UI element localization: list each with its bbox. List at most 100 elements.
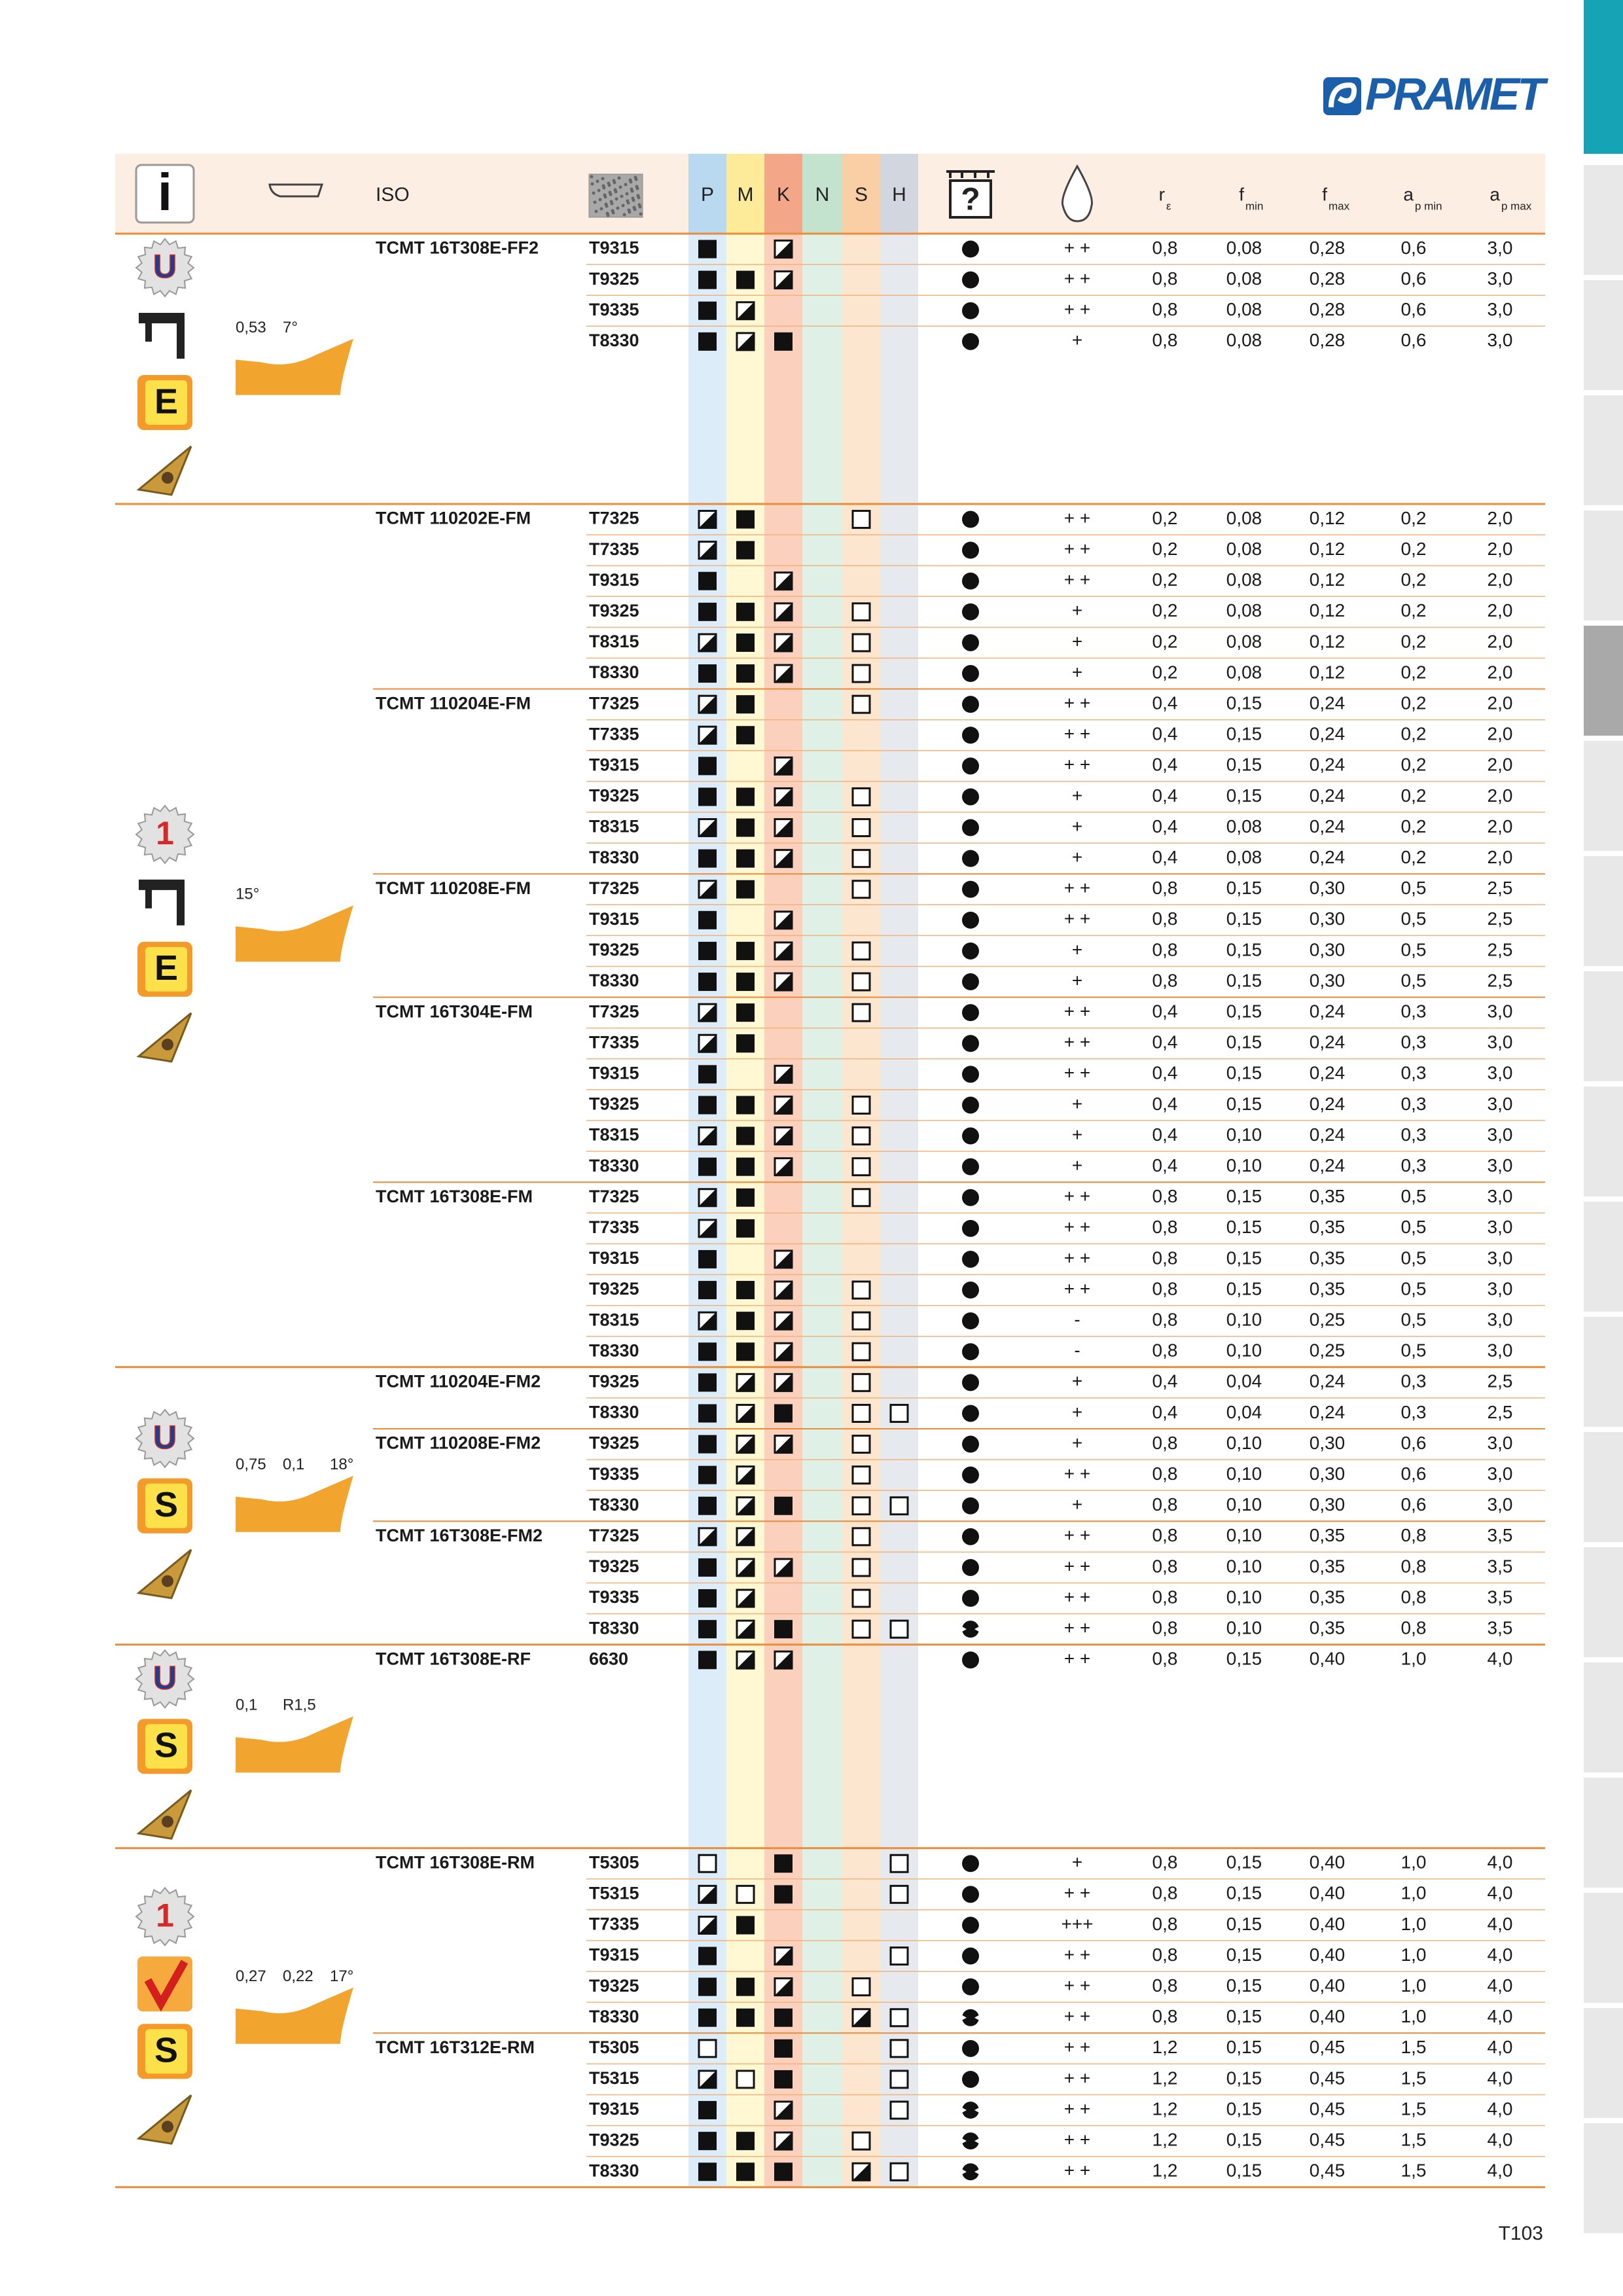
param-value: 0,15	[1226, 693, 1262, 713]
icon-star	[135, 1408, 195, 1469]
param-value: 0,8	[1152, 1852, 1178, 1873]
symbol-empty	[851, 1558, 871, 1577]
grade: T8330	[589, 331, 639, 350]
symbol-empty	[889, 1403, 909, 1423]
param-value: 0,8	[1152, 939, 1178, 960]
symbol-half-fill	[737, 1528, 754, 1545]
param-value: 0,15	[1226, 1217, 1262, 1237]
application-dot	[962, 271, 979, 289]
symbol-half-fill	[699, 1035, 716, 1052]
coolant: +	[1072, 631, 1082, 651]
grade: T8315	[589, 817, 639, 836]
grade: T9325	[589, 1976, 639, 1996]
param-value: 0,5	[1401, 908, 1427, 929]
grade: T9325	[589, 940, 639, 960]
param-value: 3,0	[1488, 238, 1513, 258]
param-value: 1,0	[1401, 1852, 1427, 1873]
symbol-half-fill	[775, 819, 792, 836]
coolant: + +	[1064, 1945, 1090, 1965]
symbol-empty	[889, 2100, 909, 2120]
param-value: 0,8	[1401, 1525, 1427, 1545]
texture-dot	[625, 192, 629, 196]
symbol-half-fill	[853, 2163, 870, 2181]
diagram-label: 0,75	[236, 1456, 266, 1473]
application-dot	[962, 973, 979, 991]
coolant: + +	[1064, 724, 1090, 744]
param-value: 0,40	[1310, 2006, 1346, 2026]
application-dot	[962, 850, 979, 867]
symbol-empty	[889, 2162, 909, 2181]
symbol-empty	[889, 1854, 909, 1873]
param-value: 3,0	[1488, 1217, 1513, 1237]
param-value: 0,8	[1152, 1217, 1178, 1237]
grade: T9315	[589, 755, 639, 774]
coolant: + +	[1064, 299, 1090, 319]
grade: T9325	[589, 269, 639, 289]
symbol-full	[698, 910, 717, 929]
insert-hole	[162, 1816, 173, 1828]
symbol-full	[736, 1977, 755, 1996]
param-value: 0,5	[1401, 878, 1427, 898]
param-value: 0,5	[1401, 1278, 1427, 1299]
grade: T8315	[589, 1310, 639, 1329]
grade: T8315	[589, 632, 639, 651]
symbol-full	[698, 787, 717, 806]
param-value: 0,45	[1310, 2130, 1346, 2150]
coolant: +	[1072, 1371, 1082, 1391]
param-value: 1,0	[1401, 1975, 1427, 1996]
symbol-half-fill	[775, 634, 792, 651]
side-tab	[1584, 280, 1623, 390]
param-value: 0,08	[1226, 816, 1262, 836]
symbol-full	[698, 2132, 717, 2151]
param-value: 0,2	[1401, 755, 1427, 775]
symbol-half-fill	[699, 1528, 716, 1545]
profile-diagram	[236, 338, 353, 395]
coolant: + +	[1064, 1975, 1090, 1996]
application-dot	[962, 942, 979, 960]
symbol-full	[774, 2008, 793, 2027]
param-value: 0,8	[1401, 1587, 1427, 1607]
param-value: 0,35	[1310, 1587, 1346, 1607]
wave-notch	[961, 2014, 980, 2021]
symbol-empty	[889, 2008, 909, 2028]
symbol-full	[698, 1065, 717, 1084]
symbol-empty	[851, 664, 871, 683]
coolant: + +	[1064, 1278, 1090, 1299]
symbol-half-fill	[775, 850, 792, 867]
texture-dot	[630, 187, 633, 191]
param-value: 0,8	[1152, 1649, 1178, 1669]
question-icon: ?	[961, 183, 980, 217]
param-value: 0,5	[1401, 1340, 1427, 1361]
diagram-label: 15°	[236, 886, 259, 903]
symbol-full	[736, 2132, 755, 2151]
symbol-empty	[889, 2070, 909, 2089]
column-header	[726, 154, 764, 234]
side-tab	[1584, 1662, 1623, 1772]
texture-dot	[633, 175, 637, 179]
symbol-empty	[851, 1342, 871, 1361]
symbol-empty	[736, 1884, 755, 1904]
param-value: 2,0	[1488, 569, 1513, 590]
param-value: 0,08	[1226, 539, 1262, 559]
param-value: 0,35	[1310, 1525, 1346, 1545]
texture-dot	[636, 194, 640, 198]
texture-dot	[639, 212, 643, 216]
symbol-full	[774, 1620, 793, 1639]
param-value: 1,2	[1152, 2161, 1178, 2181]
param-value: 0,8	[1152, 268, 1178, 289]
application-dot	[962, 726, 979, 744]
grade: T9325	[589, 601, 639, 620]
param-value: 2,0	[1488, 816, 1513, 836]
icon-badge-inner	[145, 380, 187, 425]
coolant: + +	[1064, 1001, 1090, 1022]
symbol-half-fill	[699, 1127, 716, 1145]
application-dot	[962, 1189, 979, 1206]
application-wave	[962, 2163, 979, 2181]
grade: T8330	[589, 662, 639, 682]
param-value: 0,10	[1226, 1433, 1262, 1453]
param-value: 0,25	[1310, 1340, 1346, 1361]
coolant: + +	[1064, 2161, 1090, 2181]
symbol-full	[736, 973, 755, 992]
param-value: 0,08	[1226, 238, 1262, 258]
param-value: 0,2	[1401, 724, 1427, 744]
